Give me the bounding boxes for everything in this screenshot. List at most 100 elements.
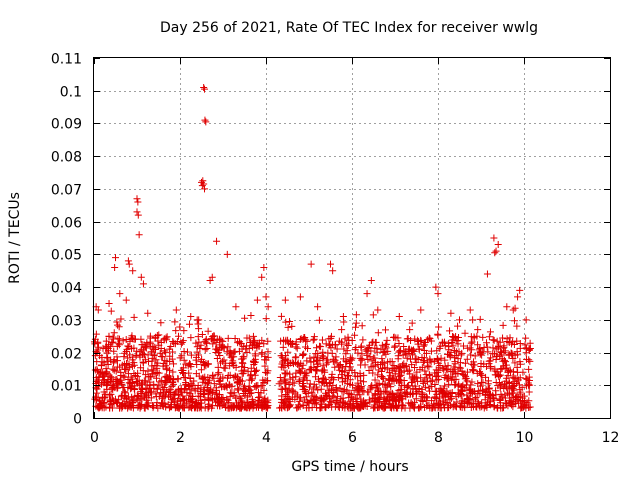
data-point — [116, 403, 124, 411]
data-point — [408, 361, 416, 369]
data-point — [95, 403, 103, 411]
data-point — [182, 380, 190, 388]
data-point — [95, 343, 103, 351]
data-point — [509, 373, 517, 381]
data-point — [276, 374, 284, 382]
data-point — [110, 400, 118, 408]
data-point — [264, 337, 272, 345]
data-point — [193, 348, 201, 356]
data-point — [312, 367, 320, 375]
data-point — [217, 394, 225, 402]
data-point — [420, 354, 428, 362]
data-point — [157, 389, 165, 397]
data-point — [513, 322, 521, 330]
data-point — [163, 364, 171, 372]
data-point — [296, 397, 304, 405]
data-point — [448, 373, 456, 381]
data-point — [256, 393, 264, 401]
data-point — [310, 400, 318, 408]
data-point — [432, 395, 440, 403]
data-point — [283, 369, 291, 377]
data-point — [155, 369, 163, 377]
data-point — [467, 346, 475, 354]
data-point — [135, 401, 143, 409]
data-point — [104, 345, 112, 353]
data-point — [295, 377, 303, 385]
data-point — [312, 399, 320, 407]
data-point — [156, 378, 164, 386]
data-point — [304, 399, 312, 407]
data-point — [341, 335, 349, 343]
data-point — [460, 398, 468, 406]
data-point — [400, 360, 408, 368]
data-point — [514, 293, 522, 301]
data-point — [194, 333, 202, 341]
data-point — [461, 384, 469, 392]
data-point — [367, 383, 375, 391]
data-point — [453, 348, 461, 356]
data-point — [329, 267, 337, 275]
data-point — [315, 377, 323, 385]
data-point — [169, 348, 177, 356]
data-point — [174, 375, 182, 383]
data-point — [196, 344, 204, 352]
data-point — [319, 362, 327, 370]
data-point — [179, 404, 187, 412]
data-point — [476, 403, 484, 411]
data-point — [170, 339, 178, 347]
data-point — [334, 400, 342, 408]
data-point — [282, 355, 290, 363]
data-point — [395, 348, 403, 356]
data-point — [243, 334, 251, 342]
data-point — [194, 392, 202, 400]
data-point — [204, 360, 212, 368]
data-point — [357, 382, 365, 390]
data-point — [319, 348, 327, 356]
data-point — [365, 388, 373, 396]
data-point — [152, 346, 160, 354]
data-point — [206, 277, 214, 285]
data-point — [278, 392, 286, 400]
data-point — [446, 396, 454, 404]
data-point — [360, 378, 368, 386]
data-point — [441, 356, 449, 364]
data-point — [343, 358, 351, 366]
data-point — [358, 356, 366, 364]
data-point — [200, 180, 208, 188]
data-point — [172, 327, 180, 335]
data-point — [366, 398, 374, 406]
data-point — [342, 357, 350, 365]
data-point — [512, 400, 520, 408]
data-point — [468, 389, 476, 397]
data-point — [374, 306, 382, 314]
data-point — [180, 348, 188, 356]
data-point — [476, 350, 484, 358]
data-point — [503, 361, 511, 369]
data-point — [174, 403, 182, 411]
data-point — [455, 363, 463, 371]
data-point — [223, 250, 231, 258]
data-point — [286, 375, 294, 383]
data-point — [417, 397, 425, 405]
data-point — [343, 347, 351, 355]
data-point — [389, 390, 397, 398]
data-point — [103, 343, 111, 351]
data-point — [228, 402, 236, 410]
data-point — [118, 380, 126, 388]
data-point — [483, 339, 491, 347]
data-point — [260, 340, 268, 348]
data-point — [324, 401, 332, 409]
data-point — [479, 387, 487, 395]
data-point — [375, 388, 383, 396]
data-point — [178, 352, 186, 360]
data-point — [432, 283, 440, 291]
data-point — [499, 404, 507, 412]
data-point — [140, 343, 148, 351]
data-point — [433, 373, 441, 381]
data-point — [311, 373, 319, 381]
data-point — [339, 394, 347, 402]
data-point — [446, 327, 454, 335]
data-point — [319, 353, 327, 361]
data-point — [286, 318, 294, 326]
data-point — [135, 231, 143, 239]
